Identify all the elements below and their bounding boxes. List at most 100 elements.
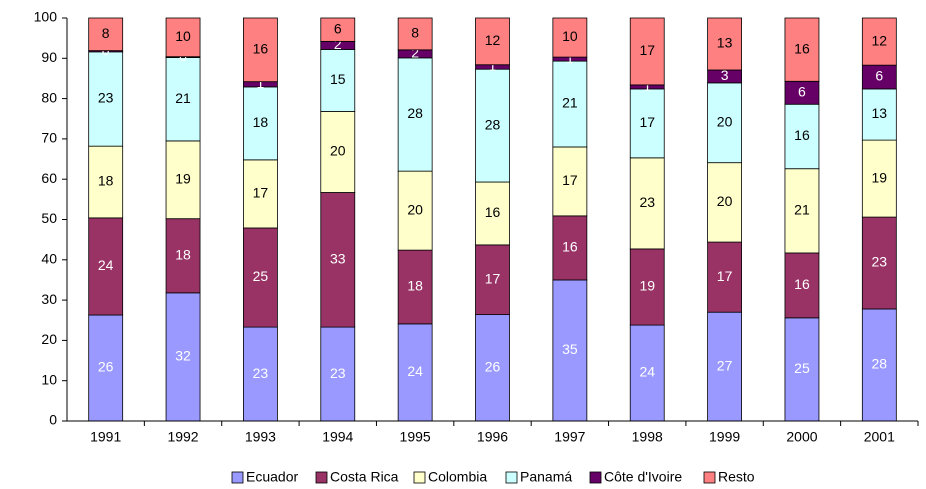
legend-swatch	[413, 471, 426, 484]
data-label: 10	[175, 28, 191, 44]
data-label: 10	[562, 28, 578, 44]
data-label: 19	[872, 169, 888, 185]
data-label: 1	[566, 50, 574, 66]
x-tick-label: 1997	[554, 429, 585, 445]
bar-segment	[552, 17, 588, 58]
bar-segment	[165, 57, 201, 142]
bar-segment	[397, 170, 433, 251]
legend-swatch	[589, 471, 602, 484]
legend-swatch	[315, 471, 328, 484]
bar-segment	[629, 17, 665, 86]
data-label: 18	[407, 278, 423, 294]
data-label: 20	[407, 201, 423, 217]
bar-segment	[707, 311, 742, 422]
bar-segment	[397, 57, 433, 172]
y-tick-label: 20	[41, 331, 57, 347]
bar-segment	[861, 216, 897, 310]
data-label: 21	[562, 95, 578, 111]
bar-segment	[707, 241, 742, 313]
legend-label: Ecuador	[246, 469, 298, 485]
data-label: 24	[98, 257, 114, 273]
bar-segment	[475, 181, 510, 246]
data-label: 23	[98, 90, 114, 106]
data-label: 26	[485, 359, 501, 375]
data-label: 2	[334, 36, 342, 52]
bar-segment	[320, 192, 356, 328]
y-tick-label: 90	[41, 49, 57, 65]
data-label: 8	[102, 25, 110, 41]
data-label: 6	[875, 68, 883, 84]
bar-segment	[243, 86, 278, 161]
data-label: 28	[872, 356, 888, 372]
data-label: 24	[407, 363, 423, 379]
data-label: 33	[330, 251, 346, 267]
bar-segment	[243, 159, 278, 229]
data-label: 18	[98, 173, 114, 189]
data-label: 16	[794, 127, 810, 143]
x-tick-label: 1999	[709, 429, 740, 445]
data-label: 1	[489, 58, 497, 74]
data-label: 20	[717, 193, 733, 209]
bar-segment	[707, 17, 742, 71]
data-label: 1	[643, 78, 651, 94]
bar-segment	[475, 17, 510, 66]
bar-segment	[243, 326, 278, 422]
data-label: 13	[717, 35, 733, 51]
data-label: 28	[485, 116, 501, 132]
bar-segment	[629, 248, 665, 326]
data-label: 12	[485, 32, 501, 48]
data-label: 15	[330, 71, 346, 87]
bar-segment	[861, 17, 897, 66]
bar-segment	[552, 146, 588, 217]
data-label: 23	[639, 194, 655, 210]
data-label: 25	[253, 268, 269, 284]
y-tick-label: 40	[41, 251, 57, 267]
x-tick-label: 1994	[322, 429, 353, 445]
bar-segment	[707, 82, 742, 164]
data-label: 16	[485, 204, 501, 220]
y-tick-label: 80	[41, 89, 57, 105]
x-tick-label: 1992	[167, 429, 198, 445]
y-tick-label: 60	[41, 170, 57, 186]
data-label: 17	[253, 185, 269, 201]
data-label: 20	[717, 113, 733, 129]
data-label: 6	[334, 20, 342, 36]
bar-segment	[320, 326, 356, 422]
data-label: 16	[562, 239, 578, 255]
y-tick-label: 0	[49, 412, 57, 428]
data-label: 18	[253, 114, 269, 130]
x-tick-label: 1995	[400, 429, 431, 445]
data-label: 24	[639, 364, 655, 380]
data-label: 16	[794, 276, 810, 292]
y-tick-label: 30	[41, 291, 57, 307]
bar-segment	[475, 68, 510, 183]
bar-segment	[397, 323, 433, 422]
legend-swatch	[231, 471, 244, 484]
x-tick-label: 1993	[245, 429, 276, 445]
legend-label: Panamá	[520, 469, 572, 485]
bar-segment	[784, 317, 820, 422]
data-label: 17	[485, 270, 501, 286]
legend-label: Colombia	[428, 469, 487, 485]
bar-segment	[629, 88, 665, 159]
data-label: 19	[175, 171, 191, 187]
y-tick-label: 10	[41, 371, 57, 387]
bar-segment	[165, 17, 201, 58]
data-label: 25	[794, 360, 810, 376]
bar-segment	[861, 88, 897, 141]
bar-segment	[397, 17, 433, 51]
y-tick-label: 100	[34, 9, 58, 25]
bar-segment	[320, 17, 356, 42]
data-label: 23	[253, 365, 269, 381]
data-label: 35	[562, 341, 578, 357]
data-label: 23	[330, 365, 346, 381]
data-label: 17	[717, 268, 733, 284]
data-label: 27	[717, 357, 733, 373]
legend-label: Resto	[718, 469, 755, 485]
bar-segment	[397, 249, 433, 325]
data-label: 12	[872, 32, 888, 48]
bar-segment	[552, 215, 588, 281]
x-tick-label: 1998	[632, 429, 663, 445]
bar-segment	[165, 140, 201, 220]
